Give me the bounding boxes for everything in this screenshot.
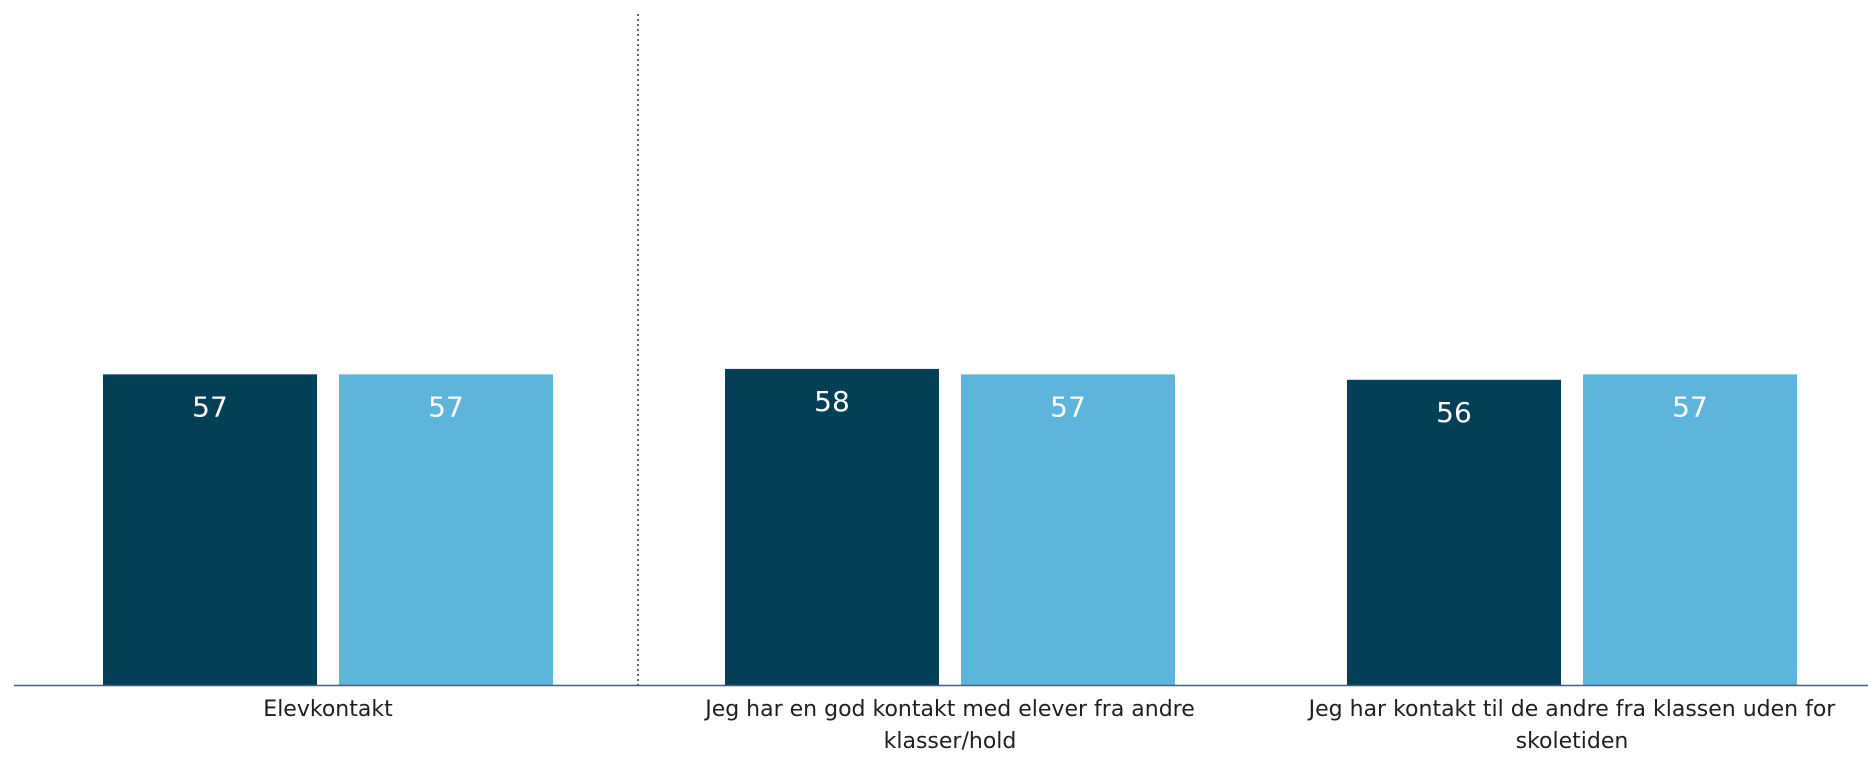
value-labels-layer: 57 58 56 57 57 57 [192, 385, 1708, 429]
data-label-series2-cat1: 57 [428, 390, 464, 423]
bar-series2-cat3 [1583, 374, 1797, 685]
data-label-series2-cat3: 57 [1672, 390, 1708, 423]
category-label-1: Elevkontakt [263, 697, 393, 722]
data-label-series1-cat1: 57 [192, 390, 228, 423]
data-label-series2-cat2: 57 [1050, 390, 1086, 423]
category-label-2: Jeg har en god kontakt med elever fra an… [703, 697, 1195, 754]
category-label-3: Jeg har kontakt til de andre fra klassen… [1307, 697, 1837, 754]
bars-layer [103, 368, 1797, 685]
bar-series2-cat1 [339, 374, 553, 685]
bar-series1-cat1 [103, 374, 317, 685]
bar-series2-cat2 [961, 374, 1175, 685]
category-labels-layer: Elevkontakt Jeg har en god kontakt med el… [263, 697, 1836, 754]
data-label-series1-cat3: 56 [1436, 396, 1472, 429]
data-label-series1-cat2: 58 [814, 385, 850, 418]
bar-series1-cat2 [725, 368, 939, 685]
bar-series1-cat3 [1347, 379, 1561, 685]
